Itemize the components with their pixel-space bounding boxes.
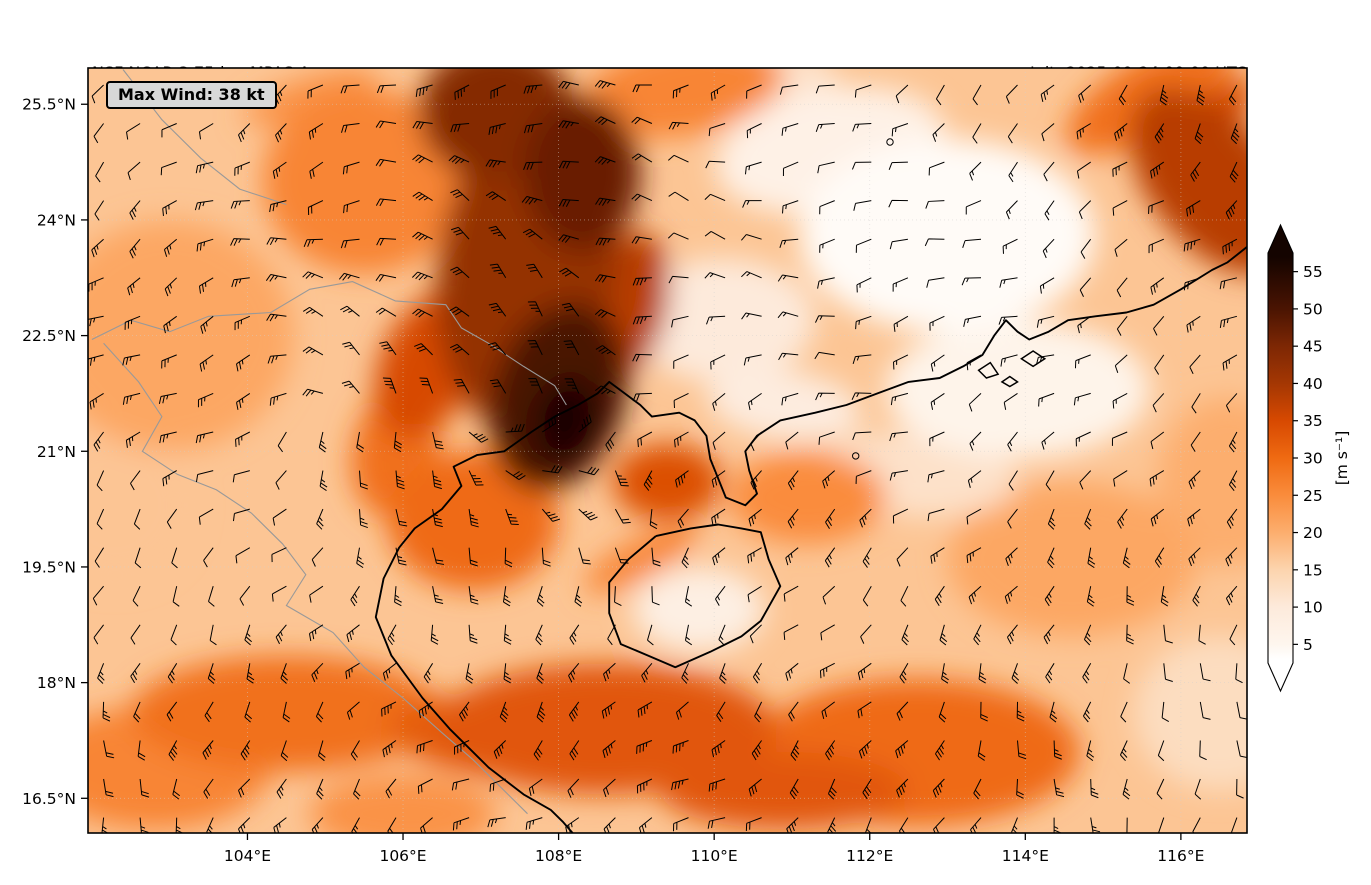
colorbar-tick-label: 45 <box>1303 338 1323 356</box>
x-tick-label: 116°E <box>1157 847 1204 865</box>
colorbar-tick-label: 25 <box>1303 487 1323 505</box>
x-tick-label: 106°E <box>379 847 426 865</box>
y-tick-label: 19.5°N <box>22 558 76 576</box>
coastlines <box>91 69 1247 833</box>
hainan-coast <box>608 523 782 669</box>
colorbar-tick-label: 20 <box>1303 524 1323 542</box>
plot-border <box>87 67 1248 834</box>
island-outline <box>1020 350 1047 368</box>
contour-marker <box>886 138 894 146</box>
colorbar-tick-label: 40 <box>1303 375 1323 393</box>
colorbar-tick-label: 5 <box>1303 636 1313 654</box>
colorbar: 5 10 15 20 25 30 35 40 45 50 55 [m s⁻¹] <box>1267 223 1351 693</box>
x-tick-label: 104°E <box>224 847 271 865</box>
colorbar-tick-label: 10 <box>1303 599 1323 617</box>
y-tick-label: 16.5°N <box>22 790 76 808</box>
y-tick-label: 24°N <box>37 211 76 229</box>
colorbar-tick-label: 15 <box>1303 561 1323 579</box>
colorbar-bar <box>1267 223 1294 693</box>
y-tick-label: 22.5°N <box>22 327 76 345</box>
colorbar-tick-label: 50 <box>1303 300 1323 318</box>
contour-marker <box>852 452 860 460</box>
colorbar-unit-label: [m s⁻¹] <box>1333 431 1351 486</box>
max-wind-badge: Max Wind: 38 kt <box>106 81 277 109</box>
island-outline <box>977 361 1000 379</box>
shear-field <box>88 68 1247 833</box>
x-tick-label: 110°E <box>691 847 738 865</box>
x-tick-label: 108°E <box>535 847 582 865</box>
mainland-coast <box>374 246 1247 833</box>
x-tick-label: 114°E <box>1002 847 1049 865</box>
axes: 25.5°N 24°N 22.5°N 21°N 19.5°N 18°N 16.5°N 104°… <box>22 96 1204 865</box>
colorbar-tick-label: 35 <box>1303 412 1323 430</box>
colorbar-tick-label: 55 <box>1303 263 1323 281</box>
colorbar-tick-label: 30 <box>1303 450 1323 468</box>
y-tick-label: 25.5°N <box>22 96 76 114</box>
x-tick-label: 112°E <box>846 847 893 865</box>
island-outline <box>1000 375 1019 388</box>
y-tick-label: 21°N <box>37 443 76 461</box>
y-tick-label: 18°N <box>37 674 76 692</box>
